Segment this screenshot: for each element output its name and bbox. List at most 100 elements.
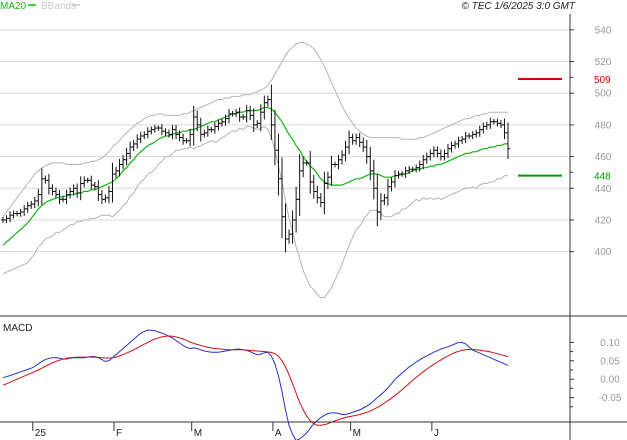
- price-bar: [424, 152, 429, 164]
- price-bar: [156, 125, 161, 131]
- price-bar: [481, 122, 486, 134]
- price-bar: [265, 95, 270, 107]
- price-bar: [188, 128, 193, 147]
- x-tick-label: M: [194, 428, 202, 439]
- price-bar: [385, 178, 390, 206]
- macd-title: MACD: [3, 323, 32, 334]
- price-bar: [445, 143, 450, 159]
- price-bar: [85, 177, 90, 184]
- y-tick-label: 440: [595, 184, 612, 195]
- price-bar: [308, 151, 313, 194]
- price-bar: [244, 105, 249, 123]
- y-tick-label: 460: [595, 152, 612, 163]
- price-bar: [304, 160, 309, 166]
- price-bar: [371, 159, 376, 200]
- price-bar: [453, 140, 458, 149]
- price-bar: [174, 124, 179, 140]
- macd-y-tick-label: 0.10: [600, 338, 620, 349]
- price-bar: [29, 200, 34, 209]
- price-bar: [283, 203, 288, 253]
- price-bar: [484, 121, 489, 130]
- price-bar: [96, 180, 101, 201]
- price-bar: [22, 204, 27, 216]
- price-bar: [361, 137, 366, 152]
- price-bar: [135, 134, 140, 149]
- price-bar: [301, 156, 306, 178]
- price-bar: [4, 215, 9, 224]
- price-bar: [152, 124, 157, 133]
- y-tick-label: 420: [595, 215, 612, 226]
- price-bar: [15, 210, 20, 217]
- price-bar: [460, 135, 465, 144]
- price-bar: [417, 160, 422, 172]
- price-bar: [205, 125, 210, 137]
- price-bar: [32, 196, 37, 209]
- price-bar: [392, 170, 397, 188]
- price-bar: [498, 120, 503, 129]
- chart-frame: [0, 14, 627, 440]
- price-bar: [357, 132, 362, 148]
- price-bar: [145, 127, 150, 139]
- price-bar: [202, 129, 207, 138]
- y-tick-label: 500: [595, 89, 612, 100]
- price-bar: [191, 105, 196, 146]
- price-bar: [449, 141, 454, 153]
- price-bar: [364, 139, 369, 164]
- price-bar: [463, 132, 468, 144]
- price-bar: [336, 154, 341, 170]
- signal-line: [2, 335, 509, 426]
- price-bar: [212, 122, 217, 134]
- price-bar: [389, 177, 394, 192]
- price-bar: [318, 193, 323, 208]
- price-bar: [114, 166, 119, 178]
- price-bar: [474, 129, 479, 138]
- x-axis: 25 F M A M J: [32, 422, 439, 439]
- bbands-legend-label: BBands: [41, 1, 76, 12]
- macd-panel: MACD 0.10 0.05 0.00 -0.05: [2, 323, 622, 440]
- price-bar: [237, 107, 242, 122]
- price-bar: [25, 201, 30, 213]
- price-gridlines: [0, 29, 570, 253]
- price-bar: [1, 217, 5, 223]
- price-bar: [209, 126, 214, 133]
- price-bar: [375, 174, 380, 227]
- y-tick-label: 520: [595, 57, 612, 68]
- price-levels: 509 448: [518, 75, 611, 183]
- price-bar: [36, 189, 41, 207]
- price-bar: [103, 194, 108, 203]
- price-bar: [403, 166, 408, 178]
- price-bar: [343, 140, 348, 162]
- price-bar: [138, 132, 143, 144]
- price-bar: [43, 175, 48, 184]
- price-bar: [248, 105, 253, 121]
- price-bar: [456, 136, 461, 148]
- price-bar: [53, 187, 58, 199]
- price-bar: [350, 133, 355, 145]
- price-bar: [354, 133, 359, 145]
- price-bar: [431, 146, 436, 158]
- price-bar: [332, 161, 337, 168]
- price-bar: [64, 189, 69, 205]
- price-bar: [170, 124, 175, 140]
- price-bar: [287, 229, 292, 244]
- price-bar: [279, 157, 284, 239]
- price-bar: [46, 174, 51, 195]
- price-bar: [230, 111, 235, 117]
- x-tick-label: A: [275, 428, 282, 439]
- price-bar: [322, 171, 327, 215]
- price-bars: [1, 84, 510, 253]
- price-bar: [470, 131, 475, 140]
- price-bar: [368, 147, 373, 181]
- y-tick-label: 480: [595, 120, 612, 131]
- price-bar: [142, 131, 147, 140]
- price-bar: [82, 176, 87, 188]
- price-bar: [467, 133, 472, 139]
- price-bar: [159, 124, 164, 136]
- price-bar: [340, 150, 345, 165]
- y-tick-label: 540: [595, 25, 612, 36]
- price-bar: [442, 149, 447, 161]
- price-panel: 400 420 440 460 480 500 520 540 509 448: [0, 25, 612, 299]
- price-bar: [184, 137, 189, 144]
- price-y-axis: 400 420 440 460 480 500 520 540: [570, 25, 612, 258]
